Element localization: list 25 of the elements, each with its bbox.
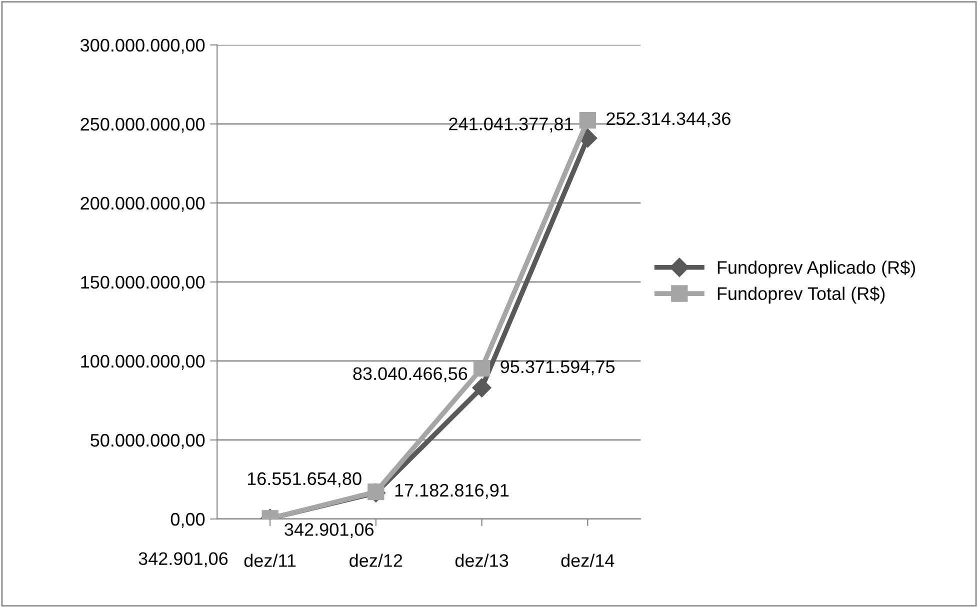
x-tick-label: dez/11: [244, 554, 296, 567]
data-label: 83.040.466,56: [353, 367, 468, 382]
point: [579, 112, 596, 129]
data-label: 16.551.654,80: [248, 472, 362, 488]
x-tick-label: dez/13: [455, 554, 508, 567]
x-tick-label: dez/12: [350, 554, 402, 567]
x-tick-label: dez/14: [561, 554, 614, 567]
data-label: 342.901,06: [284, 523, 374, 538]
y-tick-label: 150.000.000,00: [81, 276, 205, 291]
y-tick-label: 0,00: [170, 512, 205, 528]
data-label: 95.371.594,75: [500, 360, 615, 376]
y-tick-label: 100.000.000,00: [81, 354, 205, 370]
y-tick-label: 300.000.000,00: [80, 38, 205, 54]
data-label: 241.041.377,81: [449, 118, 573, 132]
point: [368, 484, 384, 500]
y-tick-label: 200.000.000,00: [80, 196, 205, 212]
data-label: 342.901,06: [138, 552, 228, 568]
legend-label: Fundoprev Total (R$): [718, 286, 885, 304]
point: [472, 378, 492, 398]
legend-label: Fundoprev Aplicado (R$): [718, 260, 916, 278]
point: [473, 360, 490, 377]
data-label: 252.314.344,36: [606, 112, 730, 128]
data-label: 17.182.816,91: [395, 484, 509, 499]
y-tick-label: 50.000.000,00: [90, 434, 205, 449]
y-tick-label: 250.000.000,00: [80, 118, 205, 133]
